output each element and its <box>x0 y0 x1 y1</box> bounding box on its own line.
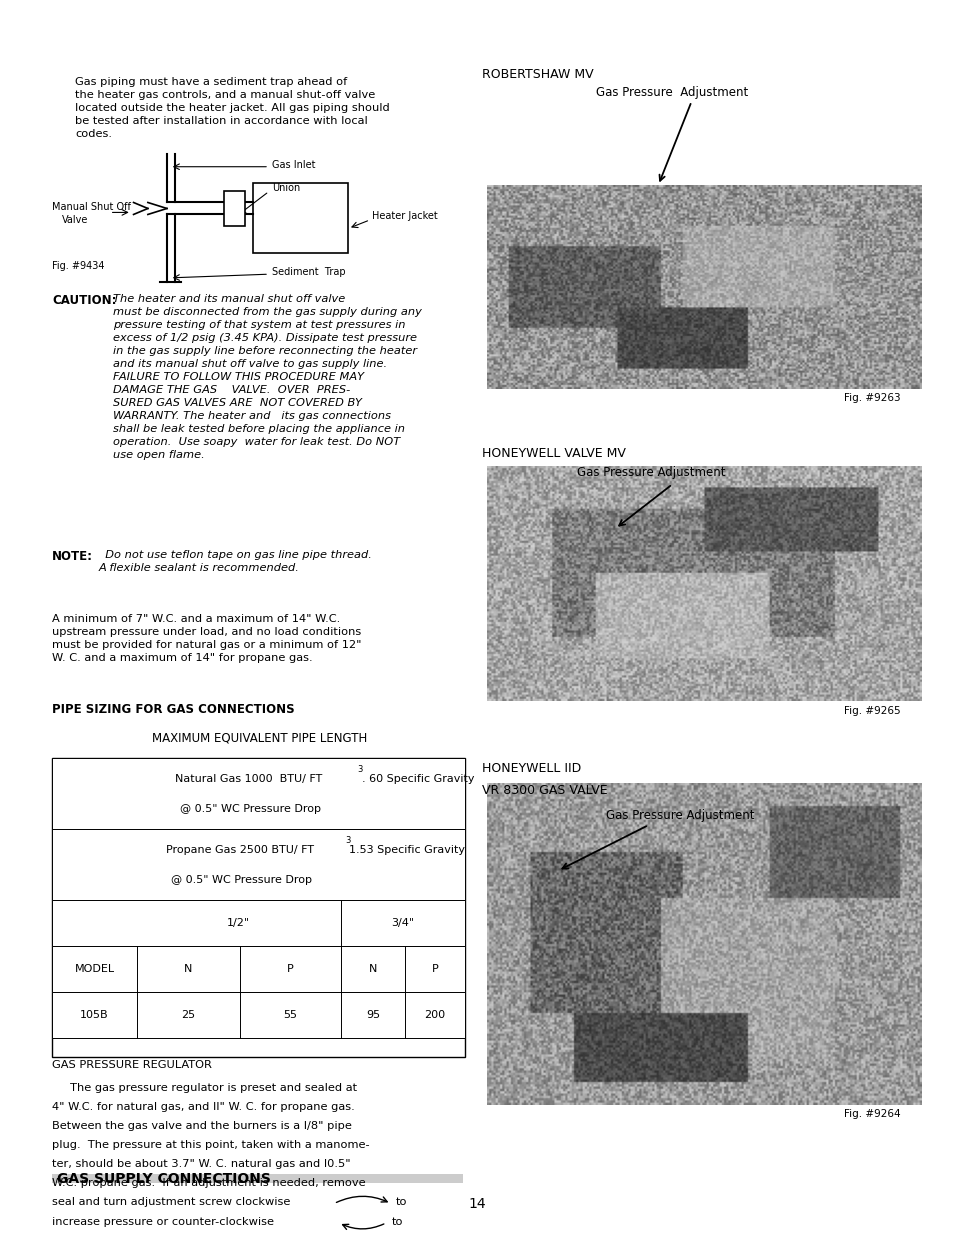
Text: Gas Pressure Adjustment: Gas Pressure Adjustment <box>577 466 725 479</box>
Text: GAS PRESSURE REGULATOR: GAS PRESSURE REGULATOR <box>52 1061 212 1071</box>
Text: MAXIMUM EQUIVALENT PIPE LENGTH: MAXIMUM EQUIVALENT PIPE LENGTH <box>152 731 367 745</box>
Text: Fig. #9265: Fig. #9265 <box>843 706 900 716</box>
Text: . 60 Specific Gravity: . 60 Specific Gravity <box>361 774 474 784</box>
Text: Between the gas valve and the burners is a l/8" pipe: Between the gas valve and the burners is… <box>52 1121 352 1131</box>
Text: Fig. #9263: Fig. #9263 <box>843 393 900 403</box>
Bar <box>52 829 464 899</box>
Text: A minimum of 7" W.C. and a maximum of 14" W.C.
upstream pressure under load, and: A minimum of 7" W.C. and a maximum of 14… <box>52 614 361 663</box>
Bar <box>52 1174 462 1183</box>
Text: plug.  The pressure at this point, taken with a manome-: plug. The pressure at this point, taken … <box>52 1140 370 1150</box>
Text: 3: 3 <box>357 766 362 774</box>
Text: Union: Union <box>272 183 300 193</box>
Text: Gas piping must have a sediment trap ahead of
the heater gas controls, and a man: Gas piping must have a sediment trap ahe… <box>75 77 390 140</box>
Text: Valve: Valve <box>62 215 89 225</box>
Text: to: to <box>395 1198 407 1208</box>
Text: HONEYWELL VALVE MV: HONEYWELL VALVE MV <box>481 447 625 461</box>
Text: Gas Pressure  Adjustment: Gas Pressure Adjustment <box>596 86 748 100</box>
Text: 95: 95 <box>365 1010 379 1020</box>
Text: 55: 55 <box>283 1010 297 1020</box>
Text: PIPE SIZING FOR GAS CONNECTIONS: PIPE SIZING FOR GAS CONNECTIONS <box>52 703 294 716</box>
Bar <box>52 758 464 1057</box>
Bar <box>224 191 245 226</box>
Text: Fig. #9434: Fig. #9434 <box>52 261 105 270</box>
Text: CAUTION:: CAUTION: <box>52 294 116 308</box>
Text: Natural Gas 1000  BTU/ FT: Natural Gas 1000 BTU/ FT <box>174 774 325 784</box>
Text: Sediment  Trap: Sediment Trap <box>272 267 345 277</box>
Text: W.C. propane gas.  If an adjustment is needed, remove: W.C. propane gas. If an adjustment is ne… <box>52 1178 366 1188</box>
Text: 1/2": 1/2" <box>227 918 251 927</box>
Text: 105B: 105B <box>80 1010 109 1020</box>
Text: MODEL: MODEL <box>74 963 114 974</box>
Text: The heater and its manual shut off valve
must be disconnected from the gas suppl: The heater and its manual shut off valve… <box>113 294 421 461</box>
Text: Gas Inlet: Gas Inlet <box>272 161 315 170</box>
Text: N: N <box>369 963 376 974</box>
Text: @ 0.5" WC Pressure Drop: @ 0.5" WC Pressure Drop <box>172 874 313 884</box>
Bar <box>52 946 464 992</box>
Text: NOTE:: NOTE: <box>52 550 93 563</box>
Text: to: to <box>391 1216 402 1226</box>
Text: 25: 25 <box>181 1010 195 1020</box>
Text: HONEYWELL IID: HONEYWELL IID <box>481 762 580 776</box>
Text: 14: 14 <box>468 1197 485 1212</box>
Text: 3: 3 <box>345 836 350 845</box>
Text: ter, should be about 3.7" W. C. natural gas and l0.5": ter, should be about 3.7" W. C. natural … <box>52 1160 351 1170</box>
Text: The gas pressure regulator is preset and sealed at: The gas pressure regulator is preset and… <box>52 1083 357 1093</box>
Text: @ 0.5" WC Pressure Drop: @ 0.5" WC Pressure Drop <box>179 804 320 814</box>
Text: Heater Jacket: Heater Jacket <box>372 211 437 221</box>
Text: GAS SUPPLY CONNECTIONS: GAS SUPPLY CONNECTIONS <box>57 1172 271 1186</box>
Text: Gas Pressure Adjustment: Gas Pressure Adjustment <box>605 809 754 823</box>
Text: ROBERTSHAW MV: ROBERTSHAW MV <box>481 68 593 82</box>
Text: P: P <box>431 963 437 974</box>
Text: Do not use teflon tape on gas line pipe thread.
A flexible sealant is recommende: Do not use teflon tape on gas line pipe … <box>98 550 372 573</box>
Text: 3/4": 3/4" <box>391 918 414 927</box>
Text: 4" W.C. for natural gas, and ll" W. C. for propane gas.: 4" W.C. for natural gas, and ll" W. C. f… <box>52 1102 355 1112</box>
Bar <box>52 899 464 946</box>
Text: Fig. #9264: Fig. #9264 <box>843 1109 900 1119</box>
Text: Propane Gas 2500 BTU/ FT: Propane Gas 2500 BTU/ FT <box>166 845 317 855</box>
Text: N: N <box>184 963 193 974</box>
Bar <box>52 758 464 829</box>
Text: seal and turn adjustment screw clockwise: seal and turn adjustment screw clockwise <box>52 1198 291 1208</box>
Text: VR 8300 GAS VALVE: VR 8300 GAS VALVE <box>481 784 607 798</box>
Bar <box>52 992 464 1039</box>
Text: Manual Shut Off: Manual Shut Off <box>52 203 131 212</box>
Bar <box>253 183 348 253</box>
Text: P: P <box>287 963 294 974</box>
Text: 200: 200 <box>424 1010 445 1020</box>
Text: increase pressure or counter-clockwise: increase pressure or counter-clockwise <box>52 1216 274 1226</box>
Text: 1.53 Specific Gravity: 1.53 Specific Gravity <box>349 845 465 855</box>
